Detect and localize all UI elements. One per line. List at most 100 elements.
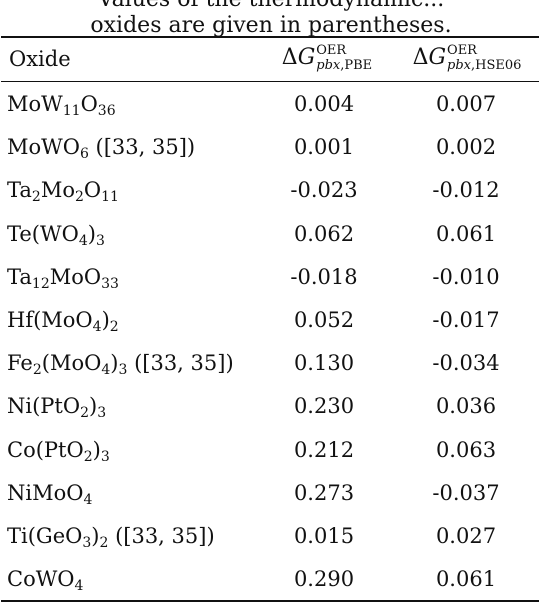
formula-subscript: 2 [99,535,109,551]
table-row: NiMoO4 0.273 -0.037 [0,471,542,516]
oxide-formula: Te(WO4)3 [7,212,105,257]
column-header-oxide: Oxide [9,47,71,71]
oxide-formula: MoW11O36 [7,82,116,127]
table-row: Fe2(MoO4)3 ([33, 35]) 0.130 -0.034 [0,341,542,386]
dg-hse06-value: 0.036 [435,394,497,419]
dg-hse06-value: 0.007 [435,92,497,116]
formula-text: Ta [7,264,32,289]
formula-subscript: 4 [74,578,84,595]
dg-pbe-value: 0.052 [293,308,355,332]
formula-text: Ti(GeO [7,524,83,548]
formula-text: MoWO [7,135,80,160]
formula-text: NiMoO [7,480,84,505]
dg-hse06-value: 0.061 [435,221,497,246]
pbe-subscript: ,PBE [340,58,373,73]
dg-hse06-value: -0.037 [432,480,500,505]
pbx-subscript: pbx [316,58,341,73]
formula-subscript: 3 [97,405,107,422]
dg-pbe-value: -0.018 [290,264,358,289]
formula-subscript: 4 [101,362,111,379]
dg-pbe-value: 0.230 [293,394,355,419]
formula-subscript: 2 [80,405,89,422]
g-symbol: G [428,44,447,70]
dg-hse06-value: 0.027 [435,524,497,548]
formula-text: Fe [7,351,33,376]
formula-text: ) [110,351,119,376]
formula-subscript: 2 [32,362,42,379]
dg-hse06-value: -0.034 [432,351,500,376]
table-row: CoWO4 0.290 0.061 [0,557,542,602]
column-header-dg-pbe: ΔG OER pbx,PBE [262,38,392,80]
dg-hse06-value: -0.010 [432,264,500,289]
formula-text: Hf(MoO [7,308,93,332]
dg-pbe-value: 0.062 [293,221,355,246]
top-rule [1,36,539,38]
hse06-subscript: ,HSE06 [471,58,522,73]
formula-text: O [80,92,98,116]
oxide-formula: Ni(PtO2)3 [7,384,106,429]
dg-pbe-value: 0.004 [293,92,355,116]
formula-subscript: 2 [74,189,84,206]
formula-subscript: 4 [83,491,93,508]
dg-pbe-value: 0.212 [293,437,355,462]
formula-subscript: 3 [118,362,128,379]
dg-hse06-value: -0.012 [432,178,500,203]
table-row: Te(WO4)3 0.062 0.061 [0,212,542,257]
dg-hse06-value: 0.063 [435,437,497,462]
dg-hse06-value: 0.002 [435,135,497,160]
formula-text: MoO [49,264,102,289]
formula-subscript: 4 [92,319,102,335]
oxide-formula: Co(PtO2)3 [7,428,110,473]
table-row: MoW11O36 0.004 0.007 [0,82,542,127]
formula-text: Ta [7,178,32,203]
formula-subscript: 6 [79,146,89,163]
header-rule [1,81,539,82]
formula-subscript: 3 [95,232,105,249]
oxide-formula: Fe2(MoO4)3 ([33, 35]) [7,341,234,386]
formula-text: ([33, 35]) [127,351,234,376]
table-row: Ta12MoO33 -0.018 -0.010 [0,255,542,300]
dg-pbe-value: 0.130 [293,351,355,376]
table-row: Hf(MoO4)2 0.052 -0.017 [0,298,542,343]
bottom-rule [1,600,539,602]
g-symbol: G [297,44,316,70]
caption-line-1: Values of the thermodynamic... [0,0,542,13]
column-header-dg-hse06: ΔG OER pbx,HSE06 [396,38,538,80]
table-row: Co(PtO2)3 0.212 0.063 [0,428,542,473]
formula-subscript: 12 [31,275,50,292]
dg-pbe-value: 0.015 [293,524,355,548]
dg-pbe-value: 0.290 [293,567,355,592]
oxide-formula: MoWO6 ([33, 35]) [7,125,195,170]
formula-text: ) [87,221,96,246]
formula-subscript: 2 [83,448,93,465]
formula-subscript: 33 [101,275,119,292]
formula-text: ) [91,524,100,548]
formula-text: Mo [40,178,75,203]
table-row: MoWO6 ([33, 35]) 0.001 0.002 [0,125,542,170]
formula-subscript: 2 [31,189,41,206]
formula-text: ([33, 35]) [108,524,215,548]
formula-subscript: 3 [100,448,110,465]
table-row: Ti(GeO3)2 ([33, 35]) 0.015 0.027 [0,514,542,559]
pbx-subscript: pbx [447,58,472,73]
formula-subscript: 36 [97,103,116,119]
oxide-formula: Ti(GeO3)2 ([33, 35]) [7,514,215,559]
table-caption: Values of the thermodynamic... oxides ar… [0,0,542,39]
delta-symbol: Δ [412,44,429,70]
formula-text: ) [101,308,110,332]
caption-line-2: oxides are given in parentheses. [90,13,452,38]
oxide-formula: CoWO4 [7,557,83,602]
table-row: Ni(PtO2)3 0.230 0.036 [0,384,542,429]
delta-symbol: Δ [281,44,298,70]
formula-subscript: 2 [109,319,119,335]
dg-hse06-value: -0.017 [432,308,500,332]
oer-superscript: OER [316,43,347,58]
formula-text: ) [89,394,98,419]
oxide-formula: Ta2Mo2O11 [7,168,119,213]
formula-text: O [83,178,102,203]
formula-text: CoWO [7,567,75,592]
oxide-formula: NiMoO4 [7,471,92,516]
formula-subscript: 3 [82,535,92,551]
formula-text: MoW [7,92,63,116]
oer-superscript: OER [447,43,477,58]
